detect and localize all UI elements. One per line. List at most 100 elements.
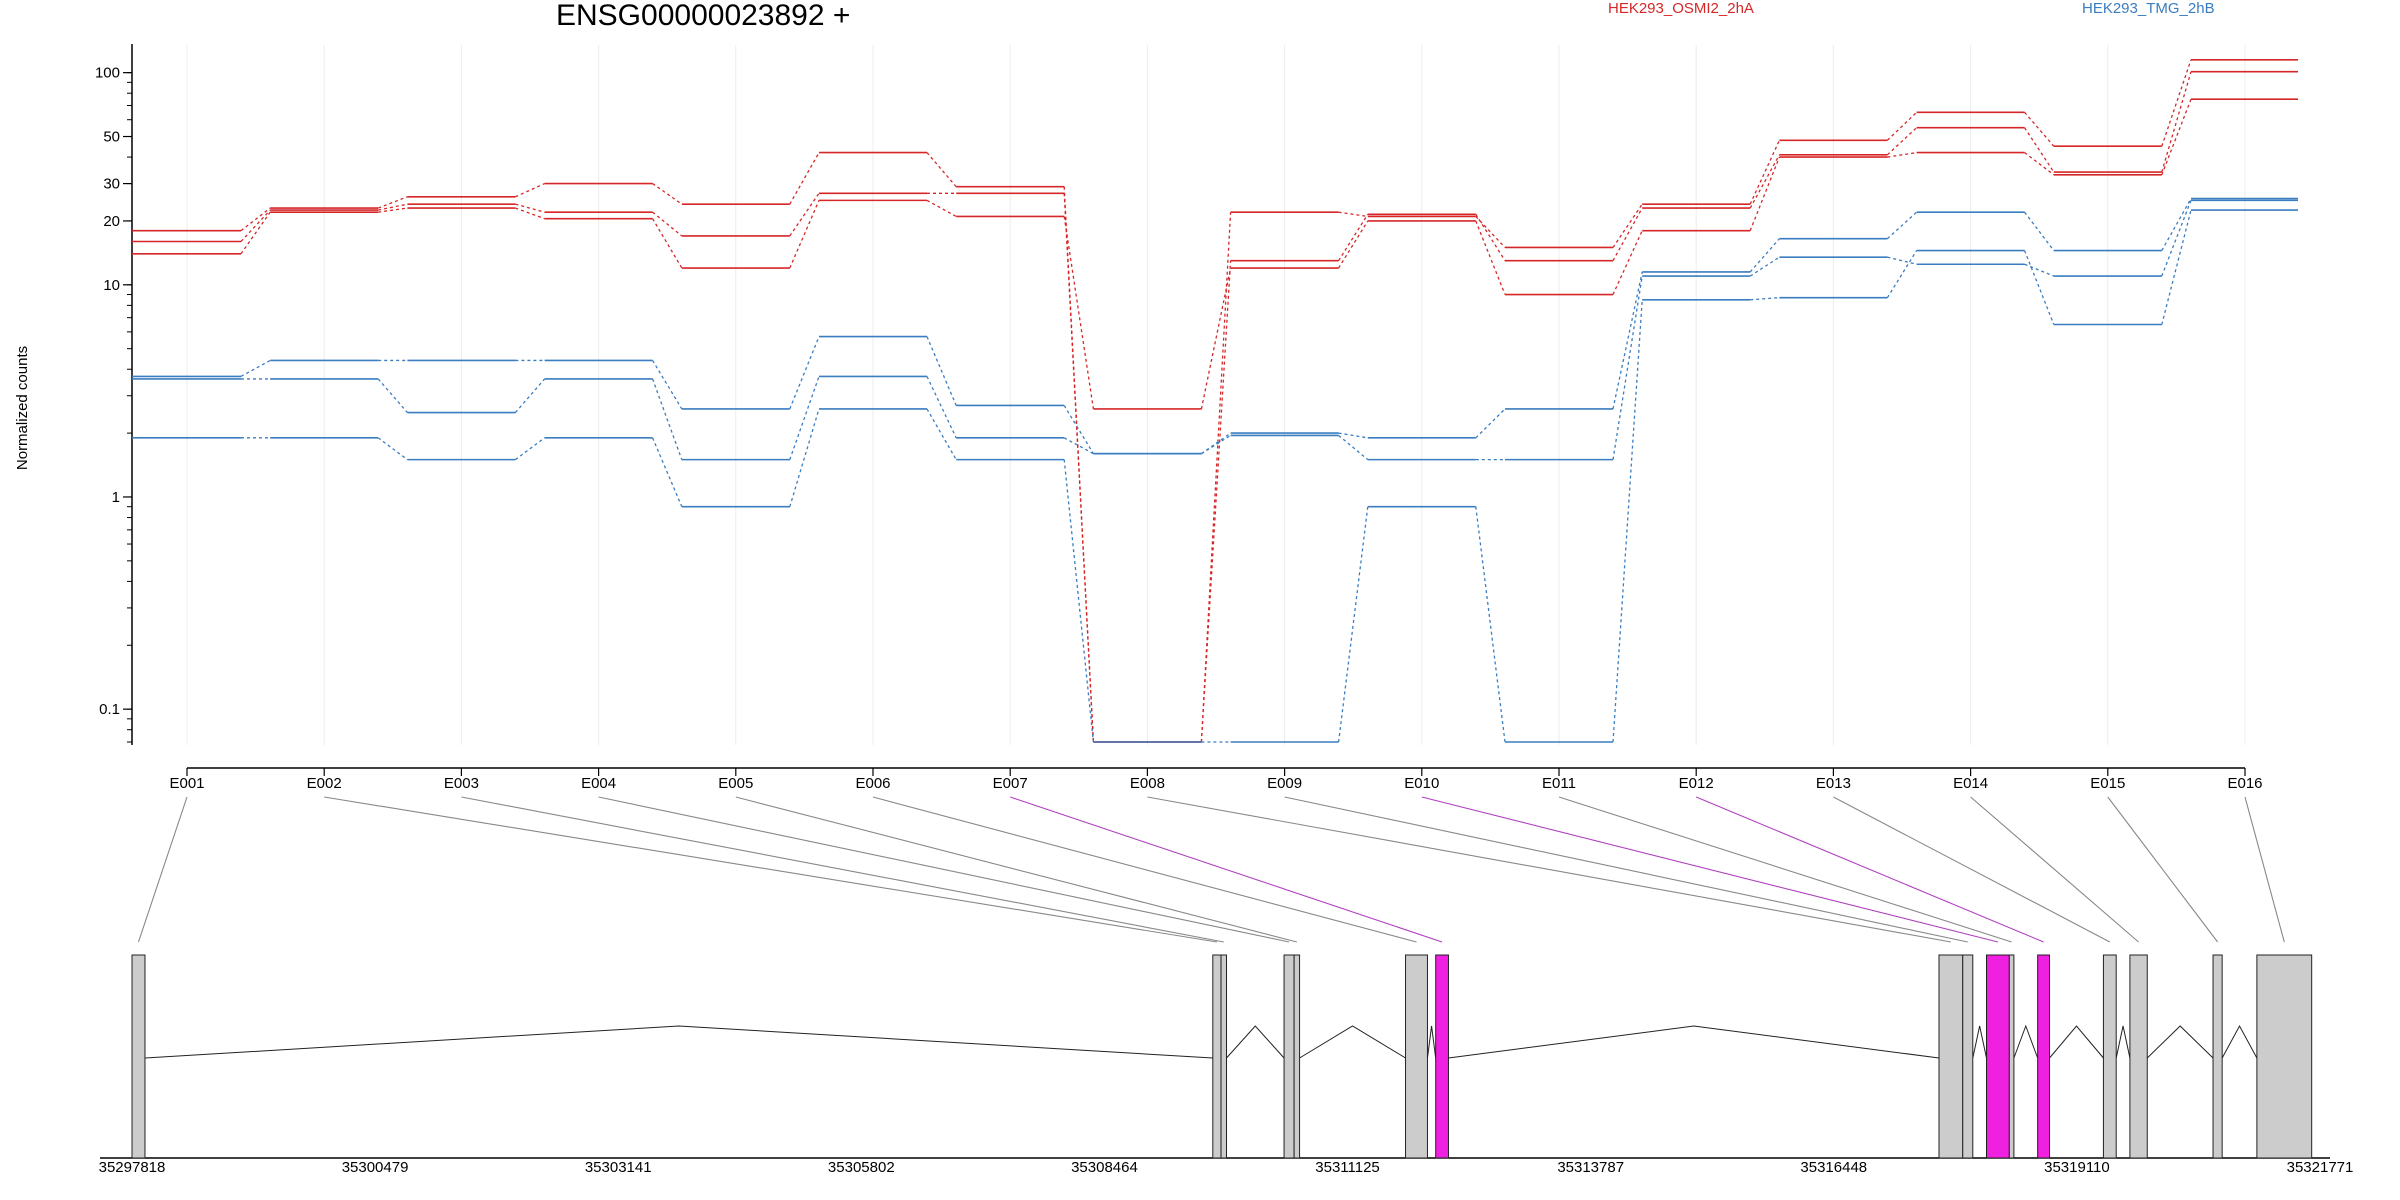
exon-connector [1695,796,2044,943]
series-connector [2161,98,2192,176]
series-connector [1063,216,1095,410]
series-connector [1063,193,1095,743]
series-connector [1201,434,1231,455]
gridlines [186,45,2246,745]
series-connector [515,207,545,220]
series-connector [1200,212,1232,743]
series-connector [789,336,820,410]
genomic-tick-label: 35321771 [2287,1159,2354,1176]
series-connector [789,376,820,460]
y-tick-label: 10 [103,277,120,294]
y-tick-label: 1 [112,489,120,506]
series-connector [378,203,408,211]
series-connector [240,211,271,255]
series-connector [1750,296,1780,301]
y-tick-label: 20 [103,213,120,230]
exon-block [1405,954,1428,1159]
exon-connector [2107,796,2219,943]
series-connector [652,218,683,269]
legend-osmi2: HEK293_OSMI2_2hA [1608,0,1754,17]
series-connector [1886,211,1918,240]
intron-line [2146,1025,2214,1059]
series-connector [926,152,957,188]
genomic-tick-label: 35308464 [1071,1159,1138,1176]
series-connector [1338,434,1369,461]
exon-connector [137,796,188,943]
exon-connector [1284,796,1968,943]
exon-block [2256,954,2313,1159]
genomic-tick-label: 35305802 [828,1159,895,1176]
exon-block [2008,954,2015,1159]
intron-line [1448,1025,1940,1059]
series-connector [1887,151,1917,158]
exon-connector [1421,796,1999,943]
series-connector [1886,111,1918,141]
series-connector [1887,256,1917,265]
exon-connector [598,796,1290,943]
series-connector [1201,432,1231,455]
series-connector [377,378,408,413]
series-connector [1475,408,1506,439]
exon-block [1985,954,2010,1159]
series-HEK293_TMG_2hB [132,209,2298,743]
series-connector [926,408,957,460]
series-connector [2024,111,2055,147]
intron-line [1299,1025,1406,1059]
exon-connector [872,796,1417,943]
series-connector [515,182,545,198]
exon-connector [1010,796,1443,943]
exon-block [2102,954,2117,1159]
series-connector [1200,260,1232,743]
exon-block [1293,954,1301,1159]
intron-line [1972,1025,1987,1059]
series-connector [2161,59,2192,147]
series-connector [1475,213,1506,261]
series-connector [240,207,271,232]
series-connector [789,152,820,205]
series-connector [1749,156,1781,231]
genomic-tick-label: 35303141 [585,1159,652,1176]
exon-block [2212,954,2223,1159]
series-connector [1886,127,1918,156]
exon-label: E010 [1404,775,1439,792]
series-connector [2161,209,2192,325]
exon-label: E006 [855,775,890,792]
intron-line [1426,1025,1437,1059]
series-connector [377,437,408,461]
exon-connector [461,796,1224,943]
series-connector [378,207,408,213]
y-tick-label: 30 [103,176,120,193]
exon-label: E009 [1267,775,1302,792]
series-connector [652,360,683,410]
exon-connectors [137,796,2285,943]
series-connector [2024,152,2055,176]
exon-label: E016 [2227,775,2262,792]
series-connector [1749,238,1780,273]
series-HEK293_TMG_2hB [132,199,2298,461]
series-connector [2024,263,2055,277]
series-connector [1338,211,1368,218]
exon-label: E002 [307,775,342,792]
exon-connector [1558,796,2012,943]
genomic-tick-label: 35316448 [1800,1159,1867,1176]
series-connector [926,376,957,439]
series-connector [1612,275,1643,460]
series-connector [515,203,545,213]
exon-label: E007 [993,775,1028,792]
exon-connector [324,796,1217,943]
chart-title: ENSG00000023892 + [556,0,850,32]
series-connector [2161,200,2192,277]
intron-line [2013,1024,2039,1059]
series-connector [1063,405,1094,455]
intron-line [2049,1025,2104,1059]
series-connector [651,378,683,460]
series-connector [1063,459,1095,743]
series-connector [926,336,957,406]
y-tick-label: 0.1 [99,701,120,718]
series-HEK293_OSMI2_2hA [132,98,2298,410]
gene-model: 35297818 35300479 35303141 35305802 35308464… [99,954,2354,1176]
series-lines [132,58,2298,743]
exon-label: E003 [444,775,479,792]
exon-block [131,954,146,1159]
